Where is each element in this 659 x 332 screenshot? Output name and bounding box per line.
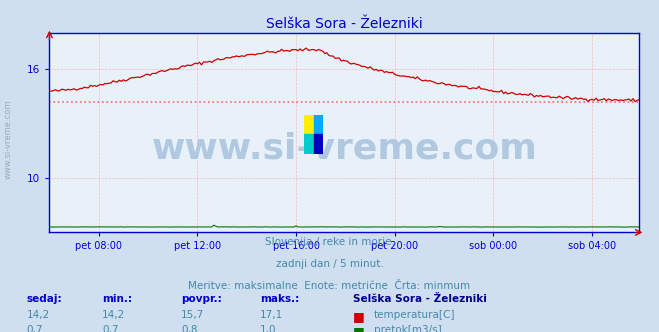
Text: ■: ■ — [353, 325, 364, 332]
Text: zadnji dan / 5 minut.: zadnji dan / 5 minut. — [275, 259, 384, 269]
Text: 15,7: 15,7 — [181, 310, 204, 320]
Text: 17,1: 17,1 — [260, 310, 283, 320]
Bar — [314, 115, 323, 134]
Text: 14,2: 14,2 — [102, 310, 125, 320]
Text: 0,7: 0,7 — [102, 325, 119, 332]
Text: ■: ■ — [353, 310, 364, 323]
Text: maks.:: maks.: — [260, 294, 300, 304]
Text: Slovenija / reke in morje.: Slovenija / reke in morje. — [264, 237, 395, 247]
Text: 0,8: 0,8 — [181, 325, 198, 332]
Text: www.si-vreme.com: www.si-vreme.com — [3, 100, 13, 179]
Text: povpr.:: povpr.: — [181, 294, 222, 304]
Text: Meritve: maksimalne  Enote: metrične  Črta: minmum: Meritve: maksimalne Enote: metrične Črta… — [188, 281, 471, 290]
Text: sedaj:: sedaj: — [26, 294, 62, 304]
Text: 0,7: 0,7 — [26, 325, 43, 332]
Bar — [304, 134, 314, 154]
Bar — [314, 134, 323, 154]
Title: Selška Sora - Železniki: Selška Sora - Železniki — [266, 17, 422, 31]
Text: pretok[m3/s]: pretok[m3/s] — [374, 325, 442, 332]
Text: 1,0: 1,0 — [260, 325, 277, 332]
Text: www.si-vreme.com: www.si-vreme.com — [152, 132, 537, 166]
Text: temperatura[C]: temperatura[C] — [374, 310, 455, 320]
Text: min.:: min.: — [102, 294, 132, 304]
Text: Selška Sora - Železniki: Selška Sora - Železniki — [353, 294, 486, 304]
Bar — [304, 115, 314, 134]
Text: 14,2: 14,2 — [26, 310, 49, 320]
